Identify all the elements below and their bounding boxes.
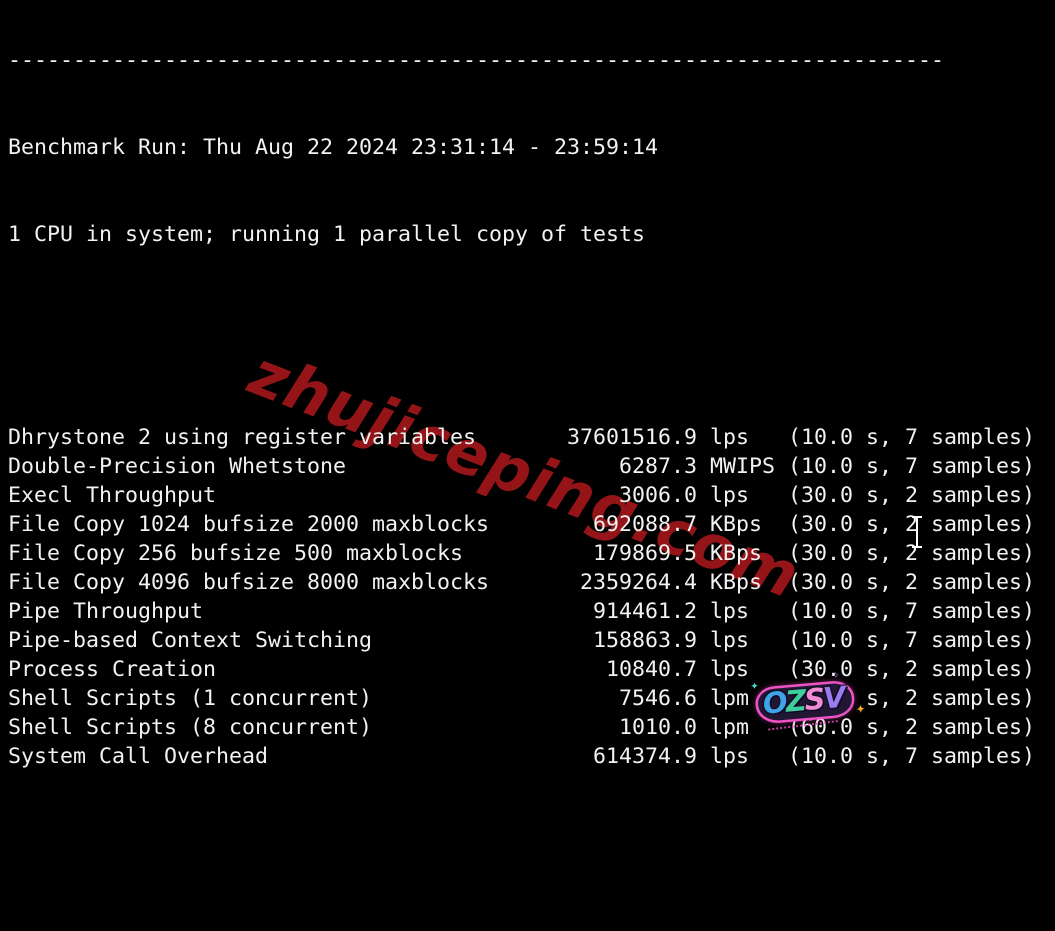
test-name: Shell Scripts (1 concurrent) (8, 686, 373, 711)
test-samples-info: (10.0 s, 7 samples) (788, 599, 1036, 624)
result-row: File Copy 256 bufsize 500 maxblocks 17986… (8, 539, 1048, 568)
separator-line: ----------------------------------------… (8, 48, 945, 73)
test-unit: lps (710, 628, 750, 653)
test-value: 914461.2 (592, 599, 697, 624)
test-samples-info: (60.0 s, 2 samples) (788, 715, 1036, 740)
test-unit: lps (710, 744, 750, 769)
test-unit: lps (710, 599, 750, 624)
test-samples-info: (30.0 s, 2 samples) (788, 483, 1036, 508)
test-value: 7546.6 (618, 686, 697, 711)
test-samples-info: (10.0 s, 7 samples) (788, 425, 1036, 450)
test-value: 3006.0 (618, 483, 697, 508)
test-value: 10840.7 (605, 657, 697, 682)
terminal-output-area[interactable]: ----------------------------------------… (8, 0, 1048, 931)
benchmark-run-line: Benchmark Run: Thu Aug 22 2024 23:31:14 … (8, 135, 659, 160)
sparkle-icon: ✦ (855, 701, 867, 717)
sparkle-icon: ✦ (749, 681, 760, 693)
test-unit: lps (710, 483, 750, 508)
test-value: 37601516.9 (566, 425, 697, 450)
graffiti-letter: O (761, 684, 787, 721)
result-row: Pipe-based Context Switching 158863.9 lps (… (8, 626, 1048, 655)
results-section: Dhrystone 2 using register variables 3760… (8, 423, 1048, 771)
test-value: 614374.9 (592, 744, 697, 769)
test-unit: lpm (710, 686, 750, 711)
test-name: Execl Throughput (8, 483, 217, 508)
graffiti-text: OZSV (761, 680, 845, 721)
result-row: Dhrystone 2 using register variables 3760… (8, 423, 1048, 452)
cpu-info-line: 1 CPU in system; running 1 parallel copy… (8, 222, 646, 247)
test-name: Process Creation (8, 657, 217, 682)
test-value: 692088.7 (592, 512, 697, 537)
test-samples-info: (10.0 s, 7 samples) (788, 628, 1036, 653)
result-row: File Copy 4096 bufsize 8000 maxblocks 235… (8, 568, 1048, 597)
test-unit: KBps (710, 541, 763, 566)
result-row: Shell Scripts (8 concurrent) 1010.0 lpm (60… (8, 713, 1048, 742)
result-row: Pipe Throughput 914461.2 lps (10.0 s, 7 sam… (8, 597, 1048, 626)
blank-line (8, 858, 1048, 887)
test-name: File Copy 256 bufsize 500 maxblocks (8, 541, 464, 566)
test-value: 158863.9 (592, 628, 697, 653)
result-row: Execl Throughput 3006.0 lps (30.0 s, 2 samp… (8, 481, 1048, 510)
test-name: File Copy 4096 bufsize 8000 maxblocks (8, 570, 490, 595)
test-unit: KBps (710, 570, 763, 595)
result-row: Double-Precision Whetstone 6287.3 MWIPS (10… (8, 452, 1048, 481)
result-row: File Copy 1024 bufsize 2000 maxblocks 692… (8, 510, 1048, 539)
sparkle-icon: ✧ (831, 670, 841, 682)
test-value: 179869.5 (592, 541, 697, 566)
watermark-graffiti-sticker: OZSV ✦ ✧ ✦ (750, 671, 866, 731)
test-unit: lps (710, 657, 750, 682)
test-name: System Call Overhead (8, 744, 269, 769)
test-name: Pipe Throughput (8, 599, 204, 624)
test-name: File Copy 1024 bufsize 2000 maxblocks (8, 512, 490, 537)
test-samples-info: (30.0 s, 2 samples) (788, 512, 1036, 537)
test-value: 1010.0 (618, 715, 697, 740)
graffiti-letter: V (821, 679, 846, 716)
test-name: Pipe-based Context Switching (8, 628, 373, 653)
test-samples-info: (30.0 s, 2 samples) (788, 657, 1036, 682)
test-name: Double-Precision Whetstone (8, 454, 347, 479)
result-row: Shell Scripts (1 concurrent) 7546.6 lpm (60… (8, 684, 1048, 713)
test-unit: lpm (710, 715, 750, 740)
test-samples-info: (10.0 s, 7 samples) (788, 744, 1036, 769)
test-value: 2359264.4 (579, 570, 697, 595)
result-row: System Call Overhead 614374.9 lps (10.0 s, … (8, 742, 1048, 771)
text-ibeam-cursor (910, 516, 924, 548)
test-unit: lps (710, 425, 750, 450)
test-name: Shell Scripts (8 concurrent) (8, 715, 373, 740)
test-unit: MWIPS (710, 454, 776, 479)
test-unit: KBps (710, 512, 763, 537)
test-samples-info: (10.0 s, 7 samples) (788, 454, 1036, 479)
result-row: Process Creation 10840.7 lps (30.0 s, 2 sam… (8, 655, 1048, 684)
blank-line (8, 307, 1048, 336)
test-value: 6287.3 (618, 454, 697, 479)
test-samples-info: (30.0 s, 2 samples) (788, 570, 1036, 595)
test-name: Dhrystone 2 using register variables (8, 425, 477, 450)
